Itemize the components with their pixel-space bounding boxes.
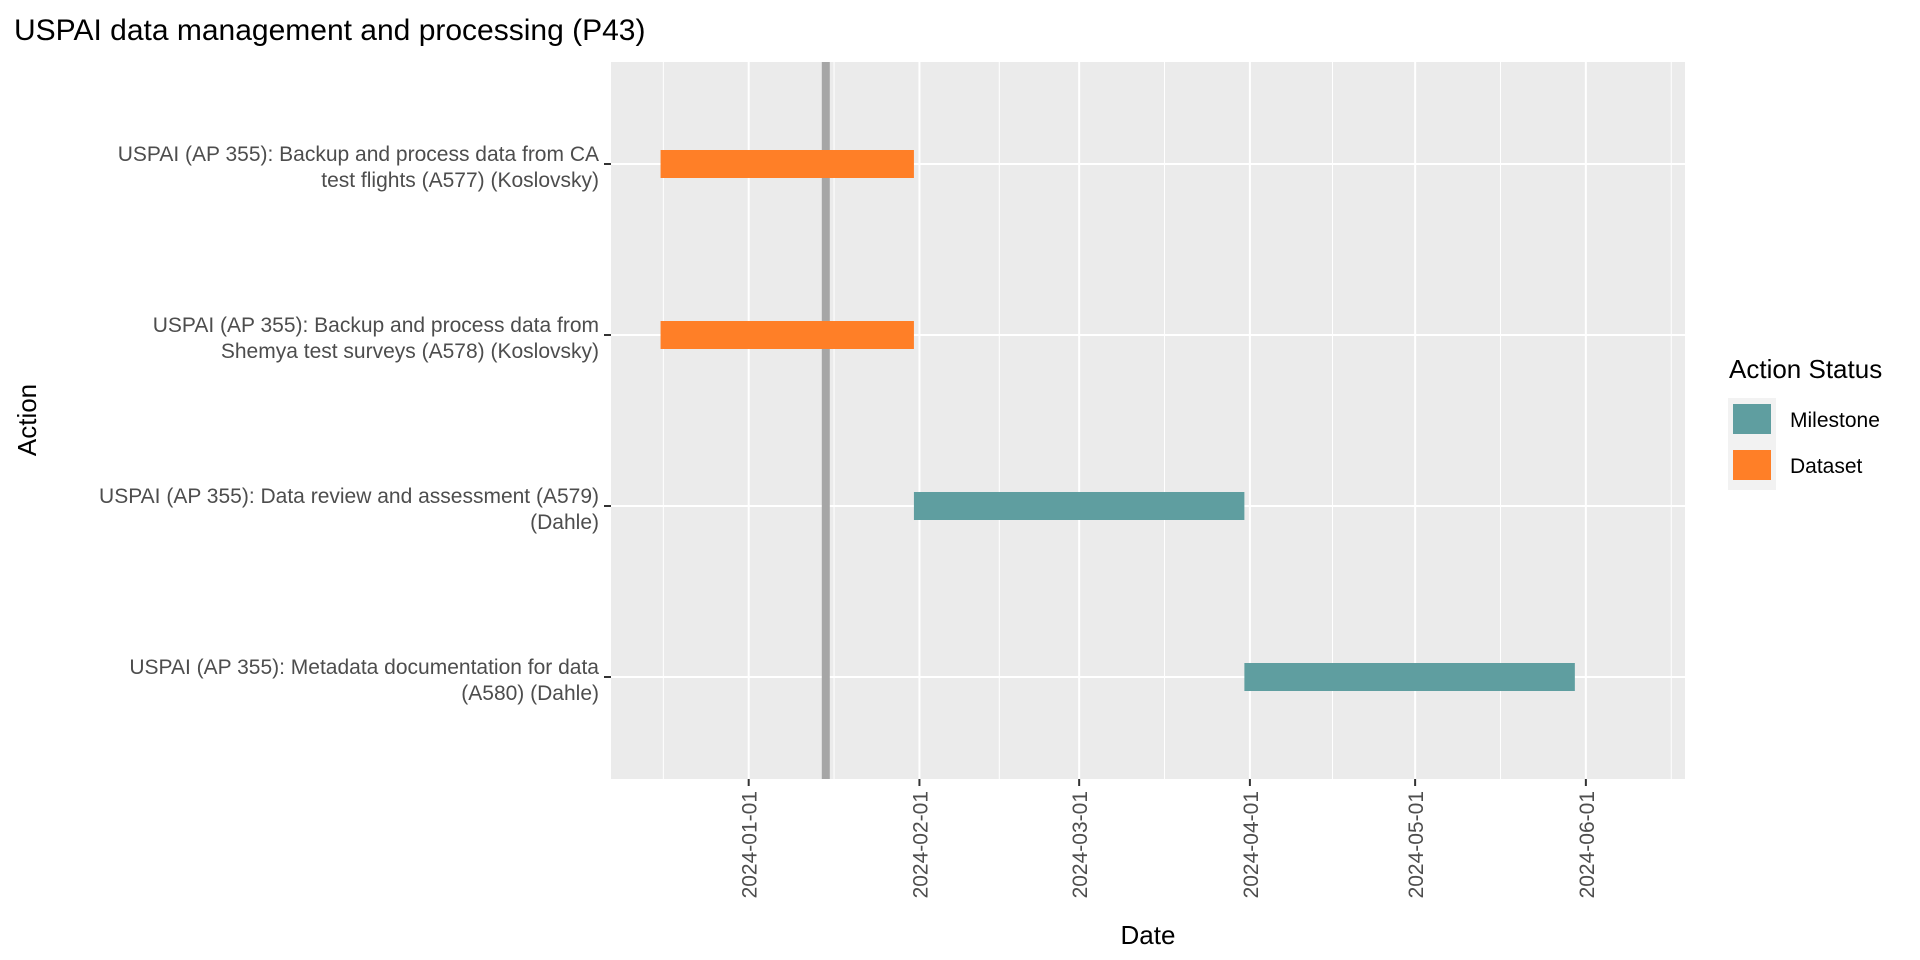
x-tick-label: 2024-01-01: [739, 791, 762, 898]
x-axis-title: Date: [1121, 920, 1176, 950]
x-axis-labels: 2024-01-01 2024-02-01 2024-03-01 2024-04-01…: [739, 779, 1599, 898]
task-bars: [660, 150, 1575, 691]
y-axis-labels: USPAI (AP 355): Backup and process data …: [99, 143, 611, 705]
task-label-line: test flights (A577) (Koslovsky): [321, 169, 599, 192]
task-bar: [660, 150, 914, 178]
plot-panel: [611, 62, 1685, 779]
legend-swatch: [1733, 450, 1771, 480]
task-label-line: USPAI (AP 355): Backup and process data …: [118, 143, 599, 166]
legend-title: Action Status: [1729, 354, 1882, 384]
x-tick-label: 2024-06-01: [1576, 791, 1599, 898]
legend: Action Status Milestone Dataset: [1728, 354, 1882, 490]
task-label-line: USPAI (AP 355): Backup and process data …: [153, 314, 599, 337]
task-bar: [1244, 663, 1575, 691]
x-tick-label: 2024-04-01: [1240, 791, 1263, 898]
grid-lines: [611, 62, 1685, 779]
task-label-line: USPAI (AP 355): Metadata documentation f…: [129, 656, 599, 679]
legend-swatch: [1733, 404, 1771, 434]
y-axis-title: Action: [12, 384, 42, 456]
task-label-line: USPAI (AP 355): Data review and assessme…: [99, 485, 599, 508]
task-bar: [913, 492, 1245, 520]
legend-label: Dataset: [1790, 455, 1863, 478]
x-tick-label: 2024-03-01: [1069, 791, 1092, 898]
x-tick-label: 2024-05-01: [1405, 791, 1428, 898]
task-label: USPAI (AP 355): Backup and process data …: [118, 143, 599, 192]
task-label-line: (Dahle): [530, 511, 599, 534]
task-label-line: (A580) (Dahle): [461, 682, 599, 705]
task-label: USPAI (AP 355): Metadata documentation f…: [129, 656, 599, 705]
task-label: USPAI (AP 355): Backup and process data …: [153, 314, 599, 363]
task-bar: [660, 321, 914, 349]
task-label: USPAI (AP 355): Data review and assessme…: [99, 485, 599, 534]
task-label-line: Shemya test surveys (A578) (Koslovsky): [221, 340, 599, 363]
legend-label: Milestone: [1790, 409, 1880, 432]
chart-title: USPAI data management and processing (P4…: [14, 14, 645, 47]
legend-items: Milestone Dataset: [1728, 398, 1880, 490]
x-tick-label: 2024-02-01: [909, 791, 932, 898]
